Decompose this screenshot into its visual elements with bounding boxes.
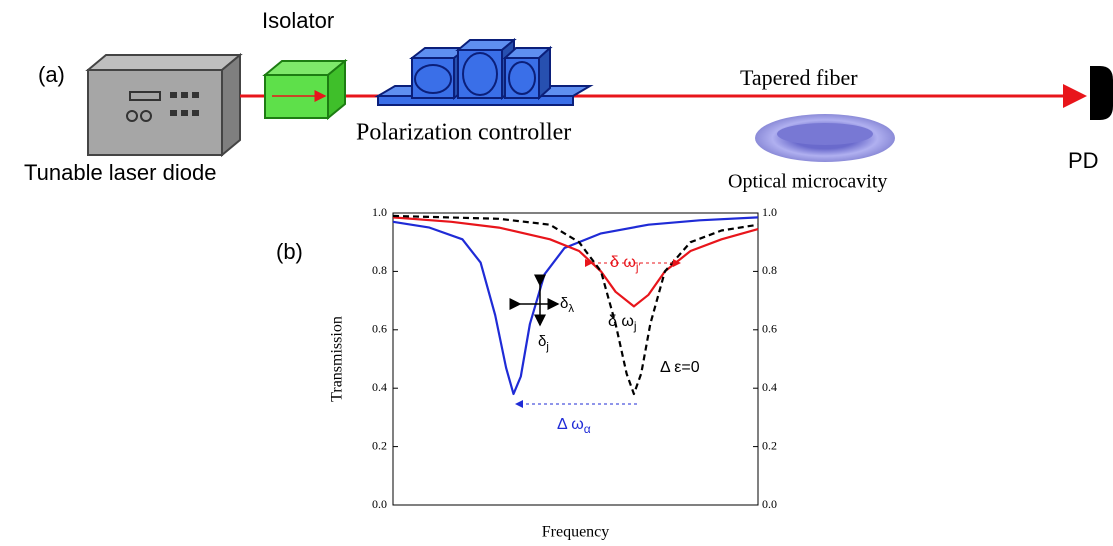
annotation-subscript: λ	[568, 303, 574, 315]
label: Polarization controller	[356, 120, 571, 146]
y2-tick-label: 0.0	[762, 497, 777, 511]
y-axis-label: Transmission	[329, 316, 346, 402]
y2-tick-label: 1.0	[762, 205, 777, 219]
y2-tick-label: 0.6	[762, 322, 777, 336]
series-line	[393, 217, 758, 306]
label: Tunable laser diode	[24, 160, 216, 185]
polarization-icon	[378, 40, 590, 105]
annotation-subscript: j	[545, 341, 549, 353]
annotation-text: δ	[538, 333, 546, 350]
annotation-subscript: α	[584, 422, 591, 436]
laser-icon	[88, 55, 240, 155]
y-tick-label: 0.4	[372, 380, 387, 394]
setup-diagram: (a) Isolator Tunable laser diode Polariz…	[24, 8, 1113, 193]
y-tick-label: 0.6	[372, 322, 387, 336]
annotation: δλ	[560, 295, 574, 315]
panel-label: (a)	[38, 62, 65, 87]
y-tick-label: 1.0	[372, 205, 387, 219]
annotation-text: Δ ε=0	[660, 359, 700, 376]
isolator-icon	[265, 61, 345, 118]
annotation: δj	[538, 333, 549, 353]
annotation: Δ ε=0	[660, 359, 700, 376]
label: Isolator	[262, 8, 334, 33]
y2-tick-label: 0.2	[762, 438, 777, 452]
annotation-text: δ	[560, 295, 568, 312]
annotation-text: δ ω	[608, 313, 634, 330]
annotation: δ ωj	[608, 313, 637, 333]
label: PD	[1068, 148, 1099, 173]
y-tick-label: 0.2	[372, 438, 387, 452]
x-axis-label: Frequency	[542, 524, 610, 541]
figure: (a) Isolator Tunable laser diode Polariz…	[0, 0, 1113, 546]
annotation-subscript: j	[633, 319, 637, 333]
annotation: δ ωj′	[610, 254, 642, 274]
detector-icon	[1090, 66, 1113, 120]
annotation-subscript: j′	[635, 260, 642, 274]
label: Optical microcavity	[728, 171, 887, 193]
annotation-text: δ ω	[610, 254, 636, 271]
y-tick-label: 0.0	[372, 497, 387, 511]
y2-tick-label: 0.8	[762, 263, 777, 277]
y2-tick-label: 0.4	[762, 380, 777, 394]
y-tick-label: 0.8	[372, 263, 387, 277]
transmission-chart: 0.0 0.2 0.4 0.6 0.8 1.0 0.0 0.2 0.4 0.6 0.8 1.0 Freq…	[276, 205, 777, 541]
plot-frame	[393, 213, 758, 505]
annotation-text: Δ ω	[557, 416, 584, 433]
annotation: Δ ωα	[557, 416, 591, 436]
panel-label: (b)	[276, 239, 303, 264]
series-line	[393, 217, 758, 394]
label: Tapered fiber	[740, 65, 858, 90]
microcavity-icon	[755, 114, 895, 162]
